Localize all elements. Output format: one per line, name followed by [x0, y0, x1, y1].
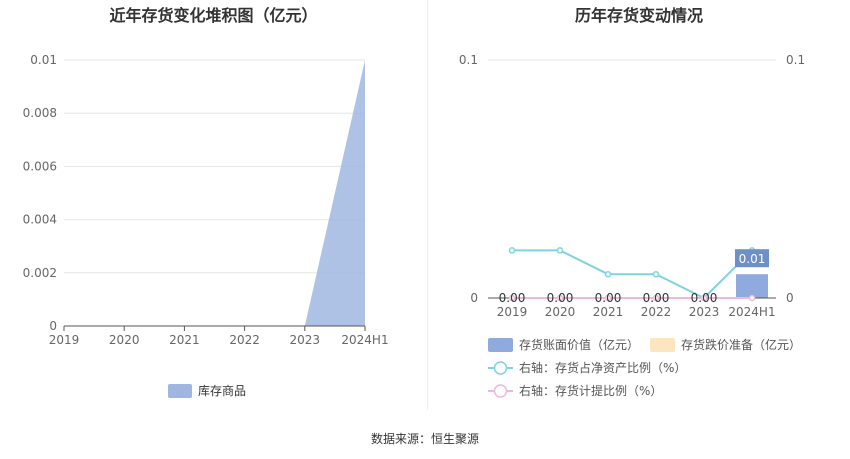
point-provision-ratio — [748, 294, 756, 302]
data-source: 数据来源：恒生聚源 — [370, 432, 479, 446]
right-x-tick-label: 2020 — [545, 305, 576, 319]
left-x-tick-label: 2019 — [49, 333, 80, 347]
legend-provision-ratio-swatch-marker — [493, 384, 508, 398]
left-y-tick-label: 0.01 — [30, 53, 57, 67]
area-series-kucun — [64, 60, 365, 326]
right-chart-svg: 0 0.1 0 0.1 0.00 0.00 0.00 0.00 0.00 0.01 2019 2020… — [459, 53, 805, 398]
point-provision-ratio — [604, 294, 612, 302]
right-axis-tick-label: 0.1 — [786, 53, 805, 67]
point-net-asset-ratio — [556, 247, 564, 254]
data-label: 0.00 — [643, 291, 670, 305]
data-label: 0.00 — [547, 291, 574, 305]
data-label: 0.00 — [691, 291, 718, 305]
right-x-tick-label: 2023 — [689, 305, 720, 319]
left-axis-tick-label: 0.1 — [459, 53, 478, 67]
left-x-tick-label: 2021 — [169, 333, 200, 347]
left-y-tick-label: 0 — [49, 319, 57, 333]
left-chart-svg: 0 0.002 0.004 0.006 0.008 0.01 2019 2020 2021 202… — [23, 53, 389, 398]
point-net-asset-ratio — [604, 270, 612, 278]
left-chart-title: 近年存货变化堆积图（亿元） — [109, 6, 318, 25]
left-y-tick-label: 0.002 — [23, 266, 57, 280]
point-provision-ratio — [700, 294, 708, 302]
left-y-tick-label: 0.004 — [23, 213, 57, 227]
data-label: 0.00 — [499, 291, 526, 305]
left-y-tick-label: 0.006 — [23, 159, 57, 173]
right-x-tick-label: 2022 — [641, 305, 672, 319]
right-x-tick-label: 2019 — [497, 305, 528, 319]
legend-label-kucun: 库存商品 — [198, 383, 246, 398]
data-label: 0.00 — [595, 291, 622, 305]
right-chart-title: 历年存货变动情况 — [574, 6, 703, 25]
left-x-tick-label: 2020 — [109, 333, 140, 347]
legend-net-asset-ratio-swatch-marker — [493, 361, 508, 375]
legend-impairment-swatch — [650, 338, 675, 352]
left-x-tick-label: 2022 — [229, 333, 260, 347]
legend-provision-ratio-label: 右轴：存货计提比例（%） — [519, 383, 662, 398]
point-provision-ratio — [556, 294, 564, 302]
legend-book-value-label: 存货账面价值（亿元） — [519, 337, 639, 352]
legend-swatch-kucun — [168, 384, 192, 398]
panel-divider — [427, 0, 428, 410]
point-provision-ratio — [652, 294, 660, 302]
point-provision-ratio — [508, 294, 516, 302]
right-chart-panel: 历年存货变动情况 0 0.1 0 0.1 0.00 0.00 0.00 0.00 0.00 0.0… — [428, 0, 850, 410]
bar-book-value — [736, 274, 768, 298]
point-net-asset-ratio — [652, 270, 660, 278]
legend-net-asset-ratio-label: 右轴：存货占净资产比例（%） — [519, 360, 686, 375]
data-label: 0.01 — [739, 252, 766, 266]
left-chart-panel: 近年存货变化堆积图（亿元） 0 0.002 0.004 0.006 0.008 0.01 2… — [0, 0, 427, 410]
point-net-asset-ratio — [508, 247, 516, 254]
legend-impairment-label: 存货跌价准备（亿元） — [681, 337, 801, 352]
right-x-tick-label: 2021 — [593, 305, 624, 319]
legend-book-value-swatch — [488, 338, 513, 352]
left-x-tick-label: 2023 — [290, 333, 321, 347]
data-label-box — [735, 249, 769, 268]
right-x-tick-label: 2024H1 — [728, 305, 775, 319]
right-axis-tick-label: 0 — [786, 291, 794, 305]
left-y-tick-label: 0.008 — [23, 106, 57, 120]
left-x-tick-label: 2024H1 — [341, 333, 388, 347]
line-net-asset-ratio — [512, 249, 753, 300]
left-axis-tick-label: 0 — [470, 291, 478, 305]
